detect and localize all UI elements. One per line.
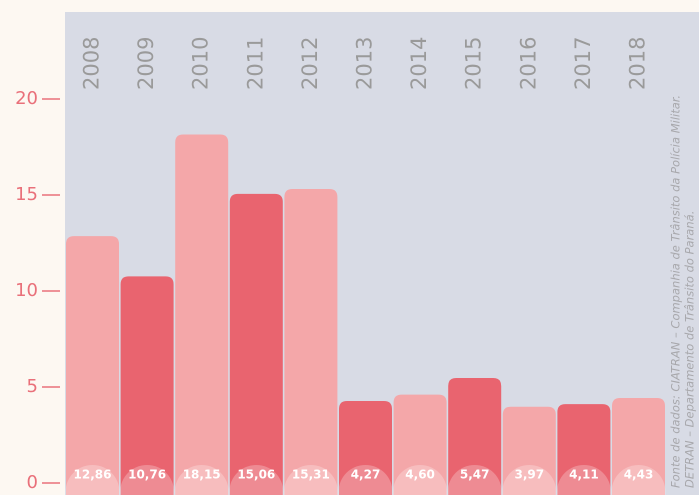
label-bubble [65, 465, 120, 495]
y-tick-label: 20 [15, 88, 38, 109]
source-note: DETRAN – Departamento de Trânsito do Par… [683, 211, 697, 488]
y-tick-label: 0 [27, 472, 38, 493]
x-tick-label: 2012 [298, 37, 322, 90]
value-label: 12,86 [74, 468, 112, 482]
value-label: 15,31 [292, 468, 330, 482]
value-label: 5,47 [460, 468, 490, 482]
label-bubble [556, 465, 611, 495]
label-bubble [283, 465, 338, 495]
y-tick-label: 10 [15, 280, 38, 301]
x-tick-label: 2010 [189, 37, 213, 90]
x-tick-label: 2008 [80, 37, 104, 90]
source-note: Fonte de dados: CIATRAN – Companhia de T… [669, 95, 683, 488]
value-label: 10,76 [128, 468, 166, 482]
x-tick-label: 2017 [571, 37, 595, 90]
bar [557, 404, 611, 495]
bar [339, 401, 392, 495]
label-bubble [611, 465, 666, 495]
bar [229, 193, 283, 495]
bar [66, 236, 119, 495]
value-label: 4,43 [624, 468, 654, 482]
label-bubble [120, 465, 175, 495]
x-tick-label: 2011 [243, 37, 267, 90]
bar [448, 377, 502, 495]
x-tick-label: 2015 [462, 37, 486, 90]
label-bubble [229, 465, 284, 495]
label-bubble [502, 465, 557, 495]
bar [393, 394, 447, 495]
label-bubble [174, 465, 229, 495]
bar [120, 276, 174, 495]
x-tick-label: 2016 [516, 37, 540, 90]
bar [284, 189, 338, 495]
value-label: 4,60 [405, 468, 435, 482]
label-bubble [447, 465, 502, 495]
y-tick-label: 15 [15, 184, 38, 205]
value-label: 4,11 [569, 468, 599, 482]
x-tick-label: 2018 [626, 37, 650, 90]
x-tick-label: 2013 [353, 37, 377, 90]
x-tick-label: 2009 [134, 37, 158, 90]
value-label: 3,97 [514, 468, 544, 482]
bar [175, 134, 229, 495]
bar [502, 406, 556, 495]
label-bubble [338, 465, 393, 495]
label-bubble [393, 465, 448, 495]
bar [612, 397, 665, 495]
value-label: 18,15 [183, 468, 221, 482]
value-label: 4,27 [351, 468, 381, 482]
y-tick-label: 5 [27, 376, 38, 397]
x-tick-label: 2014 [407, 37, 431, 90]
value-label: 15,06 [237, 468, 275, 482]
